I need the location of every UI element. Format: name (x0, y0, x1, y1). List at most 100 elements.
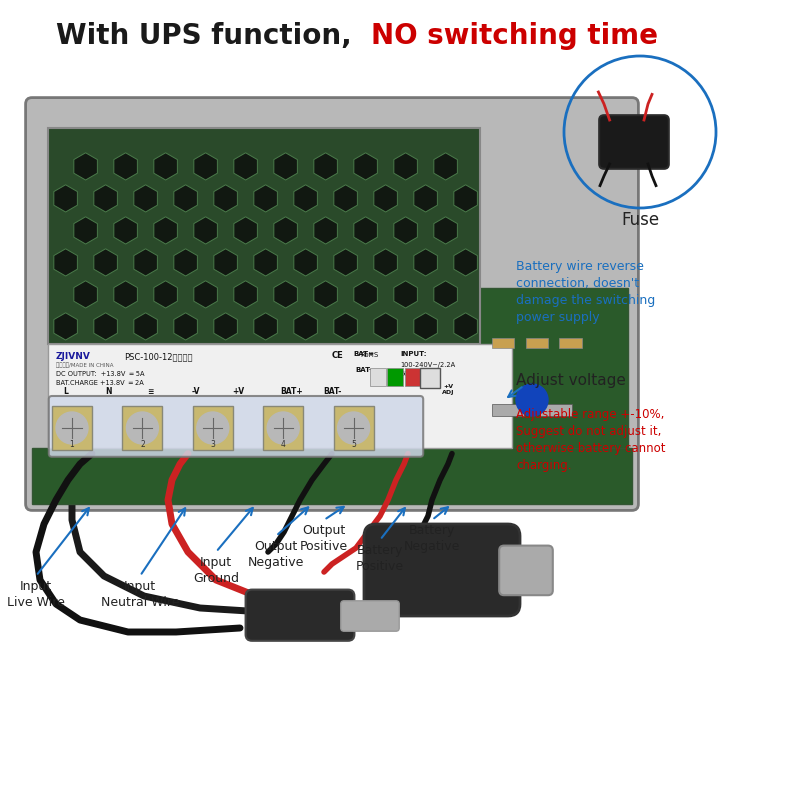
Text: Input
Live Wire: Input Live Wire (7, 580, 65, 609)
Polygon shape (194, 217, 218, 244)
Polygon shape (254, 185, 278, 212)
Text: +V
ADJ: +V ADJ (442, 384, 454, 394)
Polygon shape (114, 281, 138, 308)
Text: With UPS function,: With UPS function, (56, 22, 362, 50)
Circle shape (338, 412, 370, 444)
Bar (52, 406, 92, 450)
Bar (526, 338, 548, 348)
Polygon shape (94, 313, 118, 340)
FancyBboxPatch shape (49, 396, 423, 457)
Polygon shape (374, 249, 398, 276)
Bar (405, 368, 421, 386)
Text: BAT-: BAT- (323, 386, 341, 396)
Polygon shape (94, 185, 118, 212)
Circle shape (516, 384, 548, 416)
Polygon shape (234, 217, 258, 244)
FancyBboxPatch shape (26, 98, 638, 510)
Polygon shape (174, 185, 198, 212)
Polygon shape (214, 249, 238, 276)
Text: BAT.CHARGE +13.8V  ═ 2A: BAT.CHARGE +13.8V ═ 2A (56, 380, 144, 386)
Polygon shape (154, 153, 178, 180)
Bar (540, 404, 572, 416)
Circle shape (197, 412, 229, 444)
Text: Adjustable range +-10%,
Suggest do not adjust it,
otherwise battery cannot
charg: Adjustable range +-10%, Suggest do not a… (516, 408, 666, 472)
Polygon shape (454, 313, 478, 340)
Polygon shape (54, 185, 78, 212)
Polygon shape (314, 217, 338, 244)
Polygon shape (394, 153, 418, 180)
Polygon shape (254, 249, 278, 276)
Bar (48, 128, 480, 344)
Polygon shape (314, 153, 338, 180)
Polygon shape (294, 313, 318, 340)
Bar (193, 406, 233, 450)
Polygon shape (454, 185, 478, 212)
Text: L: L (63, 386, 68, 396)
Polygon shape (454, 249, 478, 276)
Polygon shape (174, 313, 198, 340)
Bar (559, 338, 582, 348)
Polygon shape (274, 153, 298, 180)
Text: 50/60Hz: 50/60Hz (400, 370, 428, 377)
Text: Battery wire reverse
connection, doesn't
damage the switching
power supply: Battery wire reverse connection, doesn't… (516, 260, 655, 324)
Text: -V: -V (192, 386, 200, 396)
Bar (492, 338, 514, 348)
Polygon shape (74, 281, 98, 308)
Text: 5: 5 (351, 440, 356, 450)
Polygon shape (274, 281, 298, 308)
Circle shape (126, 412, 158, 444)
Polygon shape (94, 249, 118, 276)
Polygon shape (214, 185, 238, 212)
Polygon shape (334, 313, 358, 340)
Polygon shape (114, 217, 138, 244)
FancyBboxPatch shape (341, 601, 399, 631)
Text: Battery
Negative: Battery Negative (404, 524, 460, 553)
Text: 中国制造/MADE IN CHINA: 中国制造/MADE IN CHINA (56, 362, 114, 368)
Text: 100-240V~/2.2A: 100-240V~/2.2A (400, 362, 455, 368)
Polygon shape (354, 281, 378, 308)
Polygon shape (334, 185, 358, 212)
Polygon shape (354, 153, 378, 180)
Polygon shape (234, 153, 258, 180)
Polygon shape (434, 281, 458, 308)
Polygon shape (134, 185, 158, 212)
Text: Input
Ground: Input Ground (193, 556, 239, 585)
Text: CE: CE (332, 350, 344, 360)
Polygon shape (134, 313, 158, 340)
Polygon shape (214, 313, 238, 340)
FancyBboxPatch shape (364, 524, 520, 616)
Polygon shape (54, 313, 78, 340)
Bar (32, 448, 632, 504)
Text: Adjust voltage: Adjust voltage (516, 373, 626, 387)
Polygon shape (274, 217, 298, 244)
Bar (420, 368, 440, 388)
Text: INPUT:: INPUT: (400, 350, 426, 357)
Polygon shape (194, 281, 218, 308)
Text: Input
Neutral Wire: Input Neutral Wire (101, 580, 179, 609)
Text: NO switching time: NO switching time (371, 22, 658, 50)
Polygon shape (434, 217, 458, 244)
Bar (370, 368, 386, 386)
FancyBboxPatch shape (246, 590, 354, 641)
Polygon shape (74, 153, 98, 180)
Text: ≡: ≡ (147, 386, 154, 396)
Polygon shape (394, 281, 418, 308)
Text: PSC-100-12（型号）: PSC-100-12（型号） (124, 352, 193, 362)
Circle shape (56, 412, 88, 444)
Text: N: N (105, 386, 111, 396)
Text: ZJIVNV: ZJIVNV (56, 352, 91, 362)
Bar (334, 406, 374, 450)
Text: Output
Negative: Output Negative (248, 540, 304, 569)
Polygon shape (54, 249, 78, 276)
Polygon shape (294, 249, 318, 276)
Polygon shape (154, 217, 178, 244)
Text: Fuse: Fuse (621, 211, 659, 229)
Polygon shape (314, 281, 338, 308)
Text: 4: 4 (281, 440, 286, 450)
Polygon shape (414, 185, 438, 212)
Polygon shape (434, 153, 458, 180)
Polygon shape (254, 313, 278, 340)
Text: RoHS: RoHS (360, 352, 378, 358)
Polygon shape (334, 249, 358, 276)
Polygon shape (194, 153, 218, 180)
